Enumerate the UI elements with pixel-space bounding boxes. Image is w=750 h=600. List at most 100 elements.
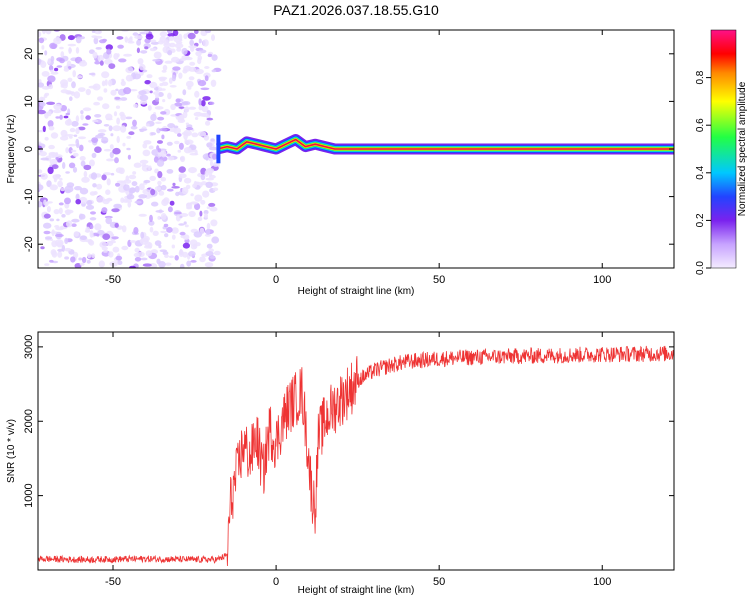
x-tick-label: 100 [593,576,611,588]
noise-speck [157,140,163,144]
noise-speck [205,120,211,126]
noise-speck [121,245,129,251]
noise-speck [65,209,71,216]
noise-speck [187,85,192,90]
noise-speck [205,181,213,188]
signal-red-core [217,138,674,150]
noise-speck [154,186,161,191]
noise-speck [145,250,153,257]
noise-speck [43,213,51,219]
noise-speck [75,115,80,123]
noise-speck [53,177,58,183]
noise-speck [174,211,182,215]
noise-speck [186,260,192,267]
noise-speck [79,262,85,266]
noise-speck [176,47,182,52]
noise-speck [38,37,45,44]
noise-speck [186,124,193,128]
noise-speck [48,65,54,71]
noise-speck [183,147,192,154]
noise-speck [183,221,187,225]
noise-speck [111,236,119,240]
noise-speck [106,48,112,55]
y-tick-label: 1000 [23,483,35,507]
noise-speck [164,254,169,258]
noise-speck [159,83,164,87]
noise-speck [43,230,51,235]
noise-speck [95,47,102,50]
noise-speck [83,164,92,171]
noise-speck [73,231,80,237]
noise-speck [138,128,148,131]
noise-speck [133,252,140,258]
noise-speck [127,201,132,208]
noise-speck [86,200,93,206]
noise-speck [200,174,206,181]
colorbar-tick-label: 0.2 [695,213,706,227]
noise-speck [96,183,103,190]
noise-speck [209,206,218,212]
noise-speck [38,201,42,208]
noise-speck [142,143,148,149]
noise-speck [64,237,69,244]
noise-speck [53,209,60,215]
noise-speck [150,188,156,196]
noise-speck [55,156,59,160]
noise-speck [92,183,97,188]
noise-speck [53,37,62,45]
noise-speck [168,77,173,84]
noise-speck [206,142,213,148]
noise-speck [57,180,63,188]
noise-speck [101,174,107,181]
noise-speck [184,56,193,61]
noise-speck [63,67,70,72]
noise-speck [91,152,97,158]
noise-speck [177,149,182,153]
noise-speck [51,164,59,170]
noise-speck [105,189,111,195]
noise-speck [198,38,202,44]
noise-speck [67,118,72,125]
noise-speck [90,172,98,180]
noise-speck [168,36,175,41]
noise-speck [155,93,160,99]
noise-speck [190,201,198,205]
noise-speck [48,144,55,150]
noise-speck [183,132,188,140]
noise-speck [97,132,106,136]
noise-speck [132,32,139,36]
noise-speck [93,101,100,106]
noise-speck [133,162,142,168]
noise-speck [122,142,126,147]
noise-speck [110,133,114,137]
noise-speck [116,117,120,125]
x-tick-label: 50 [433,576,445,588]
noise-speck [114,157,119,164]
noise-speck [111,208,120,213]
noise-speck [116,135,120,144]
noise-speck [149,81,158,89]
noise-speck [204,170,209,177]
noise-speck [127,154,131,160]
noise-speck [58,202,64,206]
noise-speck [103,88,108,93]
noise-speck [202,190,210,198]
noise-speck [68,143,77,147]
noise-speck [44,50,48,56]
noise-speck [130,125,138,130]
noise-speck [159,77,166,82]
noise-speck [59,177,63,181]
noise-speck [133,227,139,235]
noise-speck [171,186,180,189]
noise-speck [186,206,193,210]
noise-speck [50,55,55,62]
noise-speck [92,51,98,59]
noise-speck [65,189,71,194]
noise-speck [157,180,162,186]
noise-speck [114,96,121,100]
noise-speck [127,41,135,44]
noise-speck [105,118,113,121]
noise-speck [142,189,151,195]
noise-speck [112,246,120,253]
noise-speck [149,175,156,181]
